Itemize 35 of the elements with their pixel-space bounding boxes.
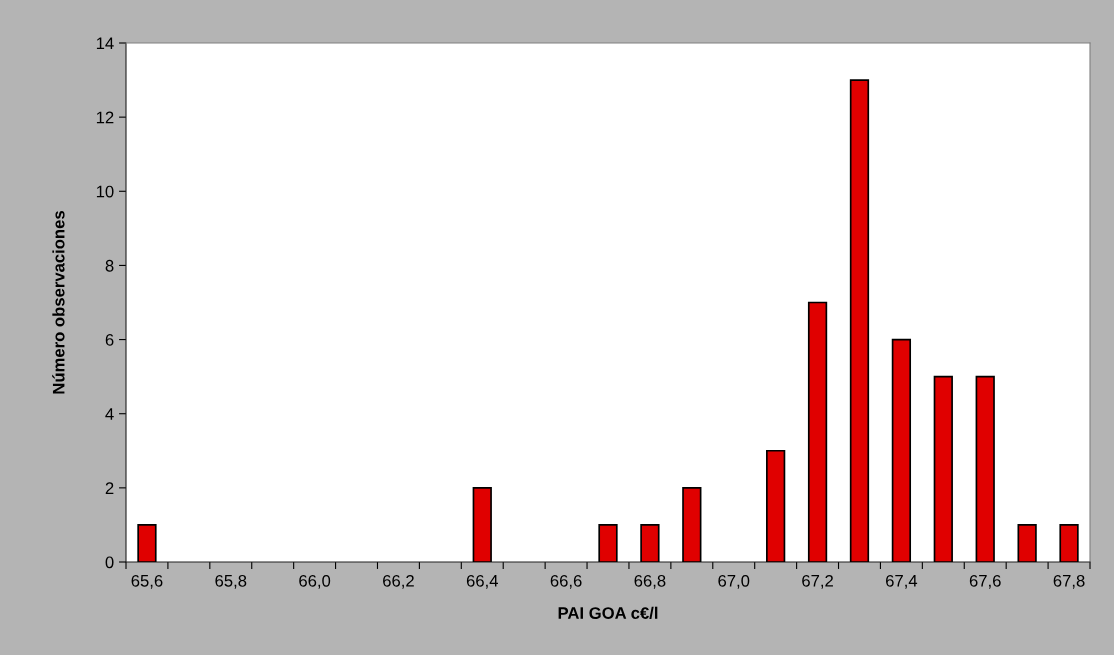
x-tick-label: 66,4 <box>466 574 498 589</box>
y-tick-label: 6 <box>105 333 114 346</box>
bar <box>849 79 870 562</box>
bar <box>1059 524 1079 562</box>
bar <box>975 375 995 562</box>
x-tick-label: 67,4 <box>886 574 918 589</box>
x-tick-label: 65,6 <box>131 574 163 589</box>
y-tick-label: 4 <box>105 408 114 420</box>
x-tick-label: 65,8 <box>215 574 247 589</box>
x-tick-label: 67,0 <box>718 574 750 589</box>
bar <box>137 524 157 562</box>
bar <box>933 375 953 562</box>
y-tick-label: 12 <box>96 111 114 124</box>
y-tick-label: 10 <box>96 185 114 198</box>
x-tick-label: 67,6 <box>969 574 1001 589</box>
y-axis-title: Número observaciones <box>52 211 65 394</box>
bar <box>1017 524 1037 562</box>
x-tick-label: 67,8 <box>1053 574 1085 589</box>
y-tick-label: 8 <box>105 259 114 272</box>
x-tick-label: 66,2 <box>383 574 414 589</box>
bar <box>472 487 492 562</box>
x-tick-label: 66,6 <box>550 574 582 589</box>
y-tick-label: 14 <box>96 37 114 50</box>
bar <box>891 338 912 562</box>
bar <box>807 301 828 562</box>
x-tick-label: 67,2 <box>802 574 833 589</box>
y-tick-label: 2 <box>105 482 114 494</box>
bar <box>640 524 660 562</box>
bar <box>598 524 618 562</box>
x-axis-title: PAI GOA c€/l <box>558 606 658 620</box>
bar <box>766 449 786 562</box>
bar <box>682 487 702 562</box>
x-tick-label: 66,0 <box>299 574 331 589</box>
x-tick-label: 66,8 <box>634 574 666 589</box>
y-tick-label: 0 <box>105 556 114 569</box>
